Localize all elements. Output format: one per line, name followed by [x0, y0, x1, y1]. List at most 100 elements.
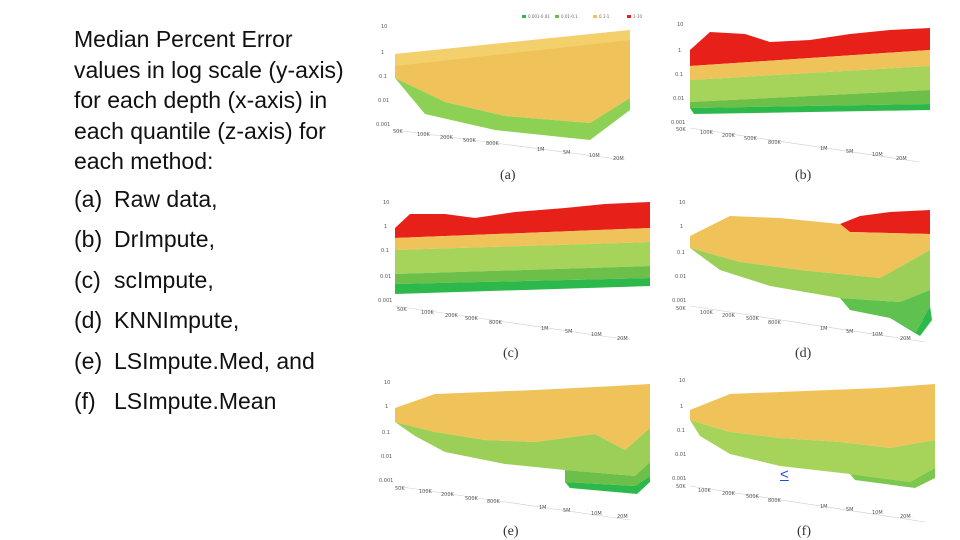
x-tick: 500K	[744, 136, 758, 142]
x-tick: 50K	[395, 486, 405, 492]
surface-plot-e: 10 1 0.1 0.01 0.001 50K 100K 200K 500K 8…	[365, 370, 655, 530]
description-line: Median Percent Error	[74, 26, 293, 52]
legend-swatch	[593, 15, 597, 18]
method-marker: (f)	[74, 388, 96, 414]
x-tick: 100K	[417, 132, 431, 138]
surface-band-red	[395, 202, 650, 238]
x-tick: 500K	[746, 316, 760, 322]
method-marker: (d)	[74, 307, 103, 333]
y-tick: 1	[381, 50, 384, 56]
y-tick: 0.001	[378, 298, 392, 304]
x-tick: 50K	[676, 306, 686, 312]
x-tick: 1M	[820, 146, 828, 152]
surface-band-red	[840, 210, 930, 234]
surface-band-green	[690, 90, 930, 108]
surface-plot-c: 10 1 0.1 0.01 0.001 50K 100K 200K 500K 8…	[365, 190, 655, 350]
x-tick: 20M	[617, 514, 628, 520]
x-tick: 10M	[872, 510, 883, 516]
surface-plot-d-svg: 10 1 0.1 0.01 0.001 50K 100K 200K 500K 8…	[672, 200, 932, 343]
x-tick: 1M	[820, 504, 828, 510]
description: Median Percent Error values in log scale…	[74, 24, 374, 177]
x-tick: 1M	[537, 147, 545, 153]
surface-plot-a: 0.001-0.01 0.01-0.1 0.1-1 1-10 10 1 0.1 …	[365, 10, 655, 170]
previous-link[interactable]: <	[780, 466, 789, 483]
method-marker: (b)	[74, 226, 103, 252]
x-tick: 500K	[463, 138, 477, 144]
y-axis-ticks: 10 1 0.1 0.01 0.001	[378, 200, 392, 304]
surface-plot-c-svg: 10 1 0.1 0.01 0.001 50K 100K 200K 500K 8…	[378, 200, 650, 342]
y-tick: 1	[680, 224, 683, 230]
x-axis-ticks: 50K 100K 200K 500K 800K 1M 5M 10M 20M	[676, 484, 911, 520]
y-axis-ticks: 10 1 0.1 0.01 0.001	[376, 24, 390, 128]
y-tick: 0.01	[673, 96, 684, 102]
method-marker: (e)	[74, 347, 103, 374]
method-label: KNNImpute,	[114, 307, 240, 333]
method-label: LSImpute.Mean	[114, 388, 277, 414]
x-tick: 10M	[591, 332, 602, 338]
y-tick: 10	[679, 378, 685, 384]
y-tick: 0.1	[675, 72, 683, 78]
y-tick: 0.001	[671, 120, 685, 126]
y-tick: 0.01	[675, 452, 686, 458]
x-tick: 10M	[872, 332, 883, 338]
x-tick: 200K	[722, 133, 736, 139]
x-tick: 5M	[846, 329, 854, 335]
x-tick: 5M	[846, 149, 854, 155]
method-item: (e) LSImpute.Med, and	[74, 341, 374, 382]
x-tick: 10M	[591, 511, 602, 517]
method-item: (b) DrImpute,	[74, 219, 374, 260]
x-tick: 500K	[746, 494, 760, 500]
x-tick: 20M	[896, 156, 907, 162]
panel-caption: (b)	[795, 168, 812, 183]
x-tick: 500K	[465, 496, 479, 502]
y-axis-ticks: 10 1 0.1 0.01 0.001	[672, 378, 686, 482]
x-tick: 800K	[489, 320, 503, 326]
method-label: Raw data,	[114, 185, 218, 212]
legend: 0.001-0.01 0.01-0.1 0.1-1 1-10	[522, 14, 643, 19]
x-axis-line	[394, 129, 626, 161]
x-tick: 50K	[676, 484, 686, 490]
surface-band-green	[840, 290, 930, 332]
description-line: values in log scale (y-axis)	[74, 56, 344, 83]
surface-band-dark-green	[565, 476, 650, 494]
x-tick: 100K	[700, 310, 714, 316]
x-tick: 50K	[676, 127, 686, 133]
x-tick: 100K	[700, 130, 714, 136]
method-label: DrImpute,	[114, 226, 215, 252]
x-axis-line	[689, 127, 921, 163]
legend-swatch	[555, 15, 559, 18]
x-tick: 5M	[846, 507, 854, 513]
surface-band-dark-green	[395, 278, 650, 294]
x-tick: 800K	[768, 320, 782, 326]
y-tick: 0.01	[675, 274, 686, 280]
surface-plot-f-svg: 10 1 0.1 0.01 0.001 50K 100K 200K 500K 8…	[672, 378, 935, 523]
x-tick: 500K	[465, 316, 479, 322]
method-item: (d) KNNImpute,	[74, 300, 374, 341]
y-tick: 0.1	[677, 428, 685, 434]
panel-caption: (d)	[795, 346, 812, 361]
surface-highlight	[395, 30, 630, 66]
x-tick: 200K	[440, 135, 454, 141]
x-tick: 20M	[900, 514, 911, 520]
x-tick: 10M	[872, 152, 883, 158]
y-tick: 1	[680, 404, 683, 410]
panel-caption: (c)	[503, 346, 519, 361]
x-tick: 20M	[900, 336, 911, 342]
surface-band-orange	[395, 228, 650, 250]
panel-caption: (e)	[503, 524, 519, 539]
surface-band-yellow-green	[690, 420, 935, 482]
method-marker: (a)	[74, 185, 103, 212]
legend-swatch	[522, 15, 526, 18]
x-tick: 200K	[445, 313, 459, 319]
y-axis-ticks: 10 1 0.1 0.01 0.001	[379, 380, 393, 484]
y-axis-ticks: 10 1 0.1 0.01 0.001	[672, 200, 686, 304]
panel-caption: (a)	[500, 168, 516, 183]
y-tick: 0.1	[379, 74, 387, 80]
x-tick: 20M	[613, 156, 624, 162]
surface-band-dark-green	[690, 104, 930, 114]
x-axis-ticks: 50K 100K 200K 500K 800K 1M 5M 10M 20M	[397, 307, 628, 342]
x-tick: 50K	[393, 129, 403, 135]
surface-plot-f: 10 1 0.1 0.01 0.001 50K 100K 200K 500K 8…	[650, 370, 940, 530]
y-tick: 0.001	[672, 298, 686, 304]
y-tick: 10	[384, 380, 390, 386]
